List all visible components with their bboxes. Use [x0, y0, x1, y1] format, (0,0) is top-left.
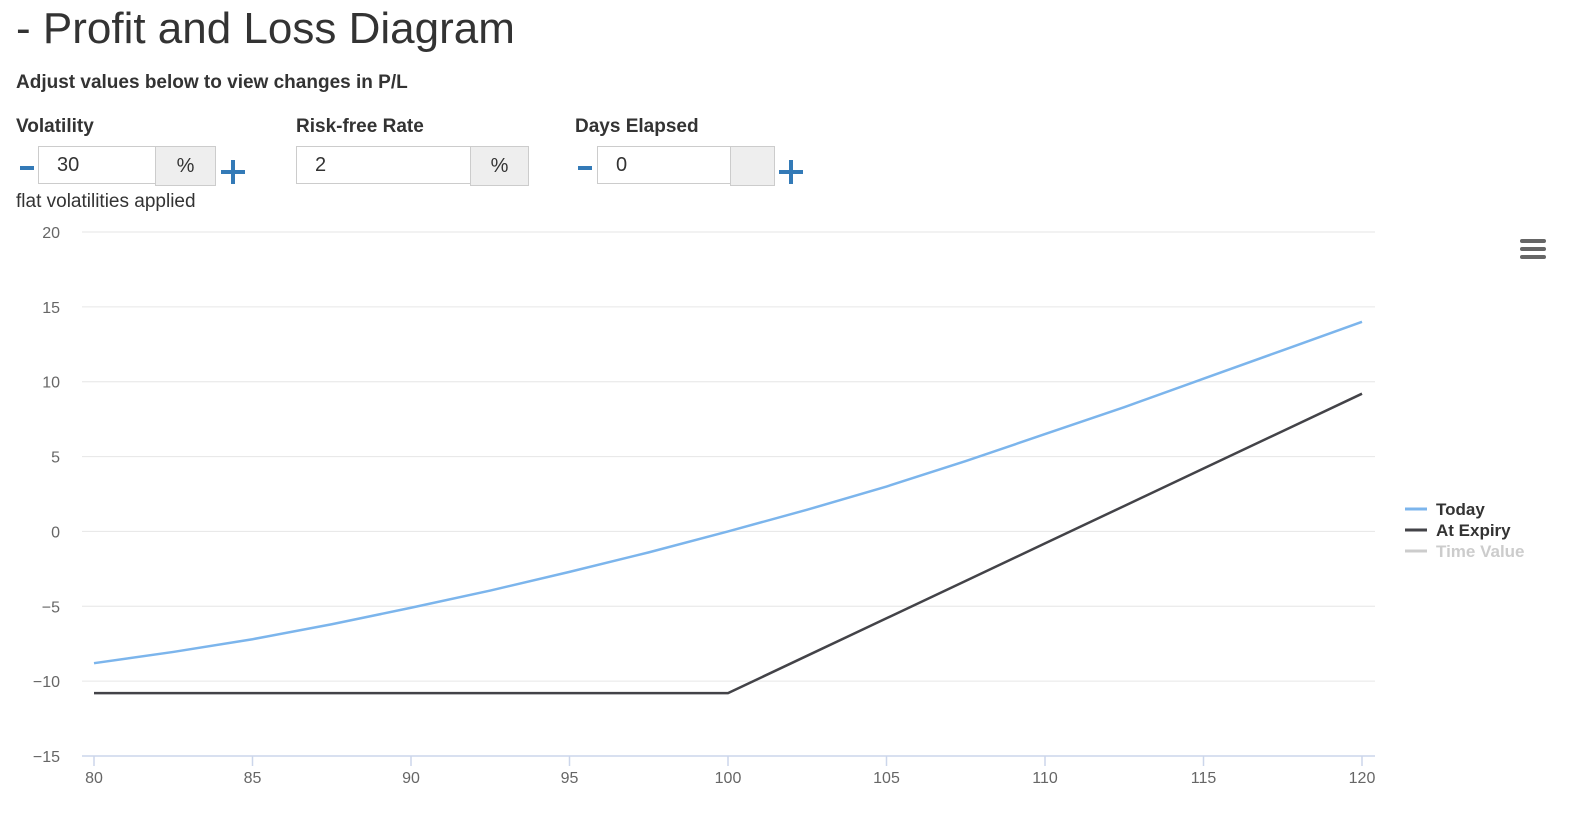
x-tick-label: 100: [715, 770, 742, 787]
y-tick-label: −5: [42, 599, 60, 616]
unit-addon: %: [470, 146, 529, 186]
unit-addon: [730, 146, 775, 186]
x-tick-label: 95: [561, 770, 579, 787]
legend-label[interactable]: At Expiry: [1436, 521, 1511, 540]
buttons: [20, 160, 803, 184]
x-tick-label: 115: [1191, 770, 1217, 787]
subtitle: Adjust values below to view changes in P…: [16, 72, 408, 93]
minus-button[interactable]: [20, 166, 34, 170]
plus-button[interactable]: [221, 160, 245, 184]
control-label: Risk-free Rate: [296, 116, 424, 137]
chart: −15 −10 −5 0 5 10 15 20 80 85 90 95 100 105 110 115 120 T…: [33, 225, 1546, 787]
input[interactable]: 0: [597, 146, 731, 184]
minus-button[interactable]: [578, 166, 592, 170]
x-tick-label: 120: [1349, 770, 1376, 787]
x-tick-label: 105: [873, 770, 900, 787]
x-tick-label: 80: [85, 770, 103, 787]
control-label: Days Elapsed: [575, 116, 699, 137]
y-tick-label: −15: [33, 749, 60, 766]
y-tick-label: 5: [51, 450, 60, 467]
x-tick-label: 90: [402, 770, 420, 787]
page-title: - Profit and Loss Diagram: [16, 4, 515, 53]
control-label: Volatility: [16, 116, 94, 137]
legend-label[interactable]: Today: [1436, 500, 1485, 519]
note: flat volatilities applied: [16, 191, 196, 212]
menu-button[interactable]: [1520, 239, 1546, 259]
legend-label[interactable]: Time Value: [1436, 542, 1525, 561]
y-tick-label: 15: [42, 300, 60, 317]
x-tick-label: 110: [1032, 770, 1058, 787]
y-tick-label: 0: [51, 524, 60, 541]
unit-addon: %: [155, 146, 216, 186]
y-tick-label: 20: [42, 225, 60, 242]
y-tick-label: −10: [33, 674, 60, 691]
y-tick-label: 10: [42, 375, 60, 392]
series-line: [93, 320, 1363, 665]
input[interactable]: 30: [38, 146, 156, 184]
x-tick-label: 85: [244, 770, 262, 787]
plus-button[interactable]: [779, 160, 803, 184]
input[interactable]: 2: [296, 146, 471, 184]
series-line: [94, 392, 1363, 695]
